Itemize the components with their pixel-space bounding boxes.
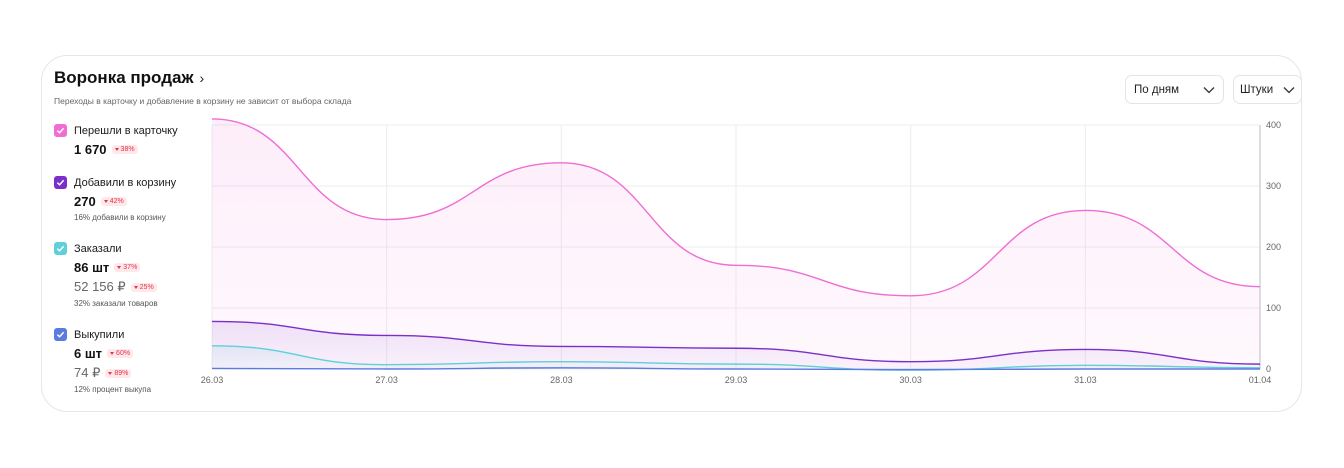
y-tick-label: 300 xyxy=(1266,181,1281,191)
check-icon xyxy=(56,179,65,186)
y-tick-label: 100 xyxy=(1266,303,1281,313)
y-tick-label: 400 xyxy=(1266,120,1281,130)
series-line xyxy=(211,367,1260,371)
down-arrow-icon xyxy=(103,200,108,203)
x-tick-label: 27.03 xyxy=(375,375,398,385)
change-badge: 38% xyxy=(111,145,138,154)
x-tick-label: 01.04 xyxy=(1249,375,1272,385)
legend-item-orders: Заказали 86 шт 37% 52 156 ₽ 25% 32% зака… xyxy=(54,242,158,308)
checkbox-purchased[interactable] xyxy=(54,328,67,341)
change-badge: 60% xyxy=(107,349,134,358)
unit-select[interactable]: Штуки xyxy=(1233,75,1302,104)
series-line xyxy=(211,320,1261,365)
legend-money: 74 ₽ xyxy=(74,365,101,380)
unit-select-value: Штуки xyxy=(1240,83,1274,96)
period-select[interactable]: По дням xyxy=(1125,75,1224,104)
page-title[interactable]: Воронка продаж › xyxy=(54,68,204,88)
series-line xyxy=(211,118,1261,297)
money-change-badge: 25% xyxy=(130,282,157,292)
money-change-value: 89% xyxy=(114,369,129,377)
legend-money: 52 156 ₽ xyxy=(74,279,126,294)
legend-label: Добавили в корзину xyxy=(74,176,177,189)
legend-label: Перешли в карточку xyxy=(74,124,178,137)
y-tick-label: 200 xyxy=(1266,242,1281,252)
legend-note: 32% заказали товаров xyxy=(74,299,158,308)
series-area xyxy=(212,345,1260,371)
chevron-down-icon xyxy=(1203,86,1215,93)
check-icon xyxy=(56,331,65,338)
change-badge: 42% xyxy=(100,197,127,206)
down-arrow-icon xyxy=(114,148,119,151)
x-tick-label: 28.03 xyxy=(550,375,573,385)
series-area xyxy=(212,118,1260,370)
legend-label: Заказали xyxy=(74,242,122,255)
legend-label: Выкупили xyxy=(74,328,125,341)
legend-note: 12% процент выкупа xyxy=(74,385,152,394)
series-area xyxy=(212,321,1260,369)
money-change-value: 25% xyxy=(139,283,154,291)
change-value: 60% xyxy=(116,350,131,357)
legend-item-card-views: Перешли в карточку 1 670 38% xyxy=(54,124,178,157)
x-tick-label: 29.03 xyxy=(725,375,748,385)
checkbox-card-views[interactable] xyxy=(54,124,67,137)
change-value: 37% xyxy=(123,264,138,271)
x-tick-label: 30.03 xyxy=(899,375,922,385)
chevron-right-icon[interactable]: › xyxy=(199,70,205,86)
legend-item-purchased: Выкупили 6 шт 60% 74 ₽ 89% 12% процент в… xyxy=(54,328,151,394)
legend-item-add-to-cart: Добавили в корзину 270 42% 16% добавили … xyxy=(54,176,176,222)
y-tick-label: 0 xyxy=(1266,364,1271,374)
x-tick-label: 31.03 xyxy=(1074,375,1097,385)
down-arrow-icon xyxy=(133,285,138,289)
subtitle: Переходы в карточку и добавление в корзи… xyxy=(54,96,352,106)
legend-value: 6 шт xyxy=(74,346,103,361)
checkbox-add-to-cart[interactable] xyxy=(54,176,67,189)
title-text: Воронка продаж xyxy=(54,68,194,87)
legend-value: 1 670 xyxy=(74,142,107,157)
down-arrow-icon xyxy=(117,266,122,269)
change-value: 42% xyxy=(109,198,124,205)
check-icon xyxy=(56,127,65,134)
x-tick-label: 26.03 xyxy=(201,375,224,385)
legend-note: 16% добавили в корзину xyxy=(74,213,166,222)
chevron-down-icon xyxy=(1283,86,1295,93)
series-line xyxy=(211,345,1261,371)
checkbox-orders[interactable] xyxy=(54,242,67,255)
check-icon xyxy=(56,245,65,252)
change-badge: 37% xyxy=(114,263,141,272)
period-select-value: По дням xyxy=(1134,83,1180,96)
down-arrow-icon xyxy=(110,352,115,355)
change-value: 38% xyxy=(120,146,135,153)
legend-value: 86 шт xyxy=(74,260,110,275)
down-arrow-icon xyxy=(108,371,113,375)
legend-value: 270 xyxy=(74,194,96,209)
money-change-badge: 89% xyxy=(105,368,132,378)
